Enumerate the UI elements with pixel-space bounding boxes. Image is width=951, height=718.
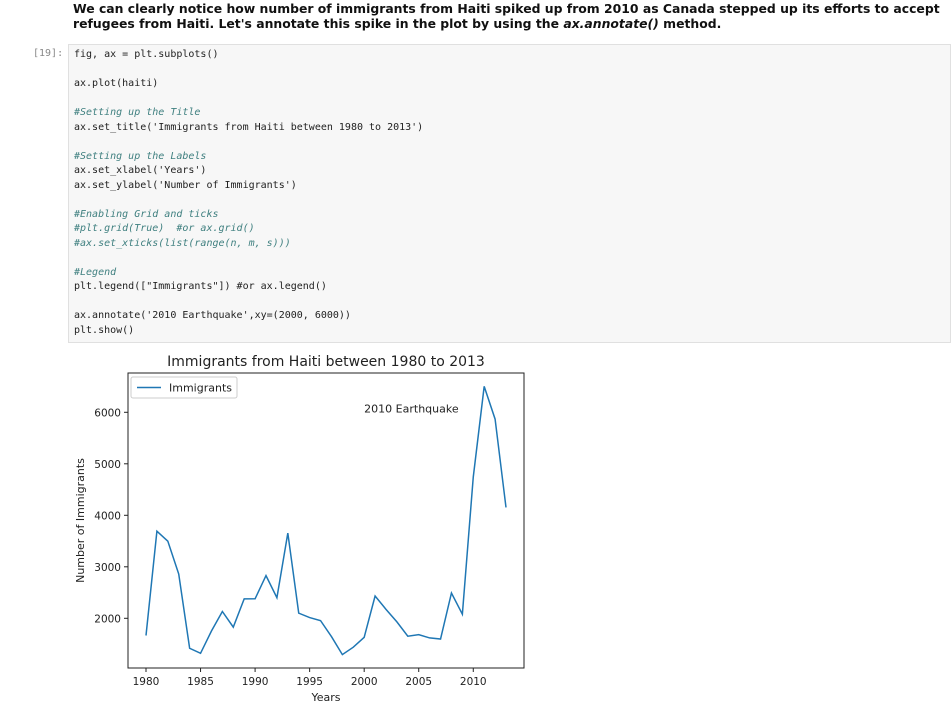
x-tick-label: 1990	[242, 676, 269, 688]
code-line: fig, ax = plt.subplots()	[74, 49, 219, 60]
code-ref: ax.annotate()	[563, 16, 659, 31]
x-tick-label: 1995	[296, 676, 323, 688]
x-tick-label: 2005	[405, 676, 432, 688]
y-tick-label: 5000	[94, 459, 121, 471]
line	[145, 386, 507, 656]
markdown-cell: We can clearly notice how number of immi…	[73, 1, 949, 31]
code-line: ax.plot(haiti)	[74, 78, 159, 89]
axes-frame	[127, 372, 525, 669]
y-tick-label: 6000	[94, 407, 121, 419]
code-line: #Setting up the Title	[74, 107, 201, 118]
chart-title: Immigrants from Haiti between 1980 to 20…	[167, 354, 485, 370]
y-tick-label: 2000	[94, 613, 121, 625]
annotation: 2010 Earthquake	[364, 402, 459, 415]
legend-label: Immigrants	[169, 382, 232, 395]
y-axis-label: Number of Immigrants	[74, 458, 87, 583]
text: We can clearly notice how number of immi…	[73, 1, 940, 31]
cell-prompt: [19]:	[33, 48, 64, 59]
code-line: plt.legend(["Immigrants"]) #or ax.legend…	[74, 281, 327, 292]
x-axis-label: Years	[310, 691, 340, 704]
code-line: ax.set_ylabel('Number of Immigrants')	[74, 179, 297, 191]
code-line: #Legend	[74, 266, 117, 278]
x-tick-label: 1980	[133, 676, 160, 688]
x-tick-label: 1985	[187, 676, 214, 688]
code-line: plt.show()	[74, 324, 135, 336]
code-line: #Enabling Grid and ticks	[74, 208, 219, 220]
y-tick-label: 3000	[94, 562, 121, 574]
x-tick-label: 2000	[351, 676, 378, 688]
code-line: #plt.grid(True) #or ax.grid()	[74, 223, 255, 234]
code-line: ax.set_title('Immigrants from Haiti betw…	[74, 121, 424, 133]
legend	[130, 376, 238, 399]
text: method.	[658, 16, 722, 31]
code-line: #ax.set_xticks(list(range(n, m, s)))	[74, 237, 291, 249]
code-line: ax.set_xlabel('Years')	[74, 165, 207, 176]
y-tick-label: 4000	[94, 510, 121, 522]
code-line: #Setting up the Labels	[74, 150, 207, 162]
code-line: ax.annotate('2010 Earthquake',xy=(2000, …	[74, 310, 351, 321]
x-tick-label: 2010	[460, 676, 487, 688]
code-cell[interactable]: fig, ax = plt.subplots() ax.plot(haiti) #S…	[68, 44, 951, 343]
